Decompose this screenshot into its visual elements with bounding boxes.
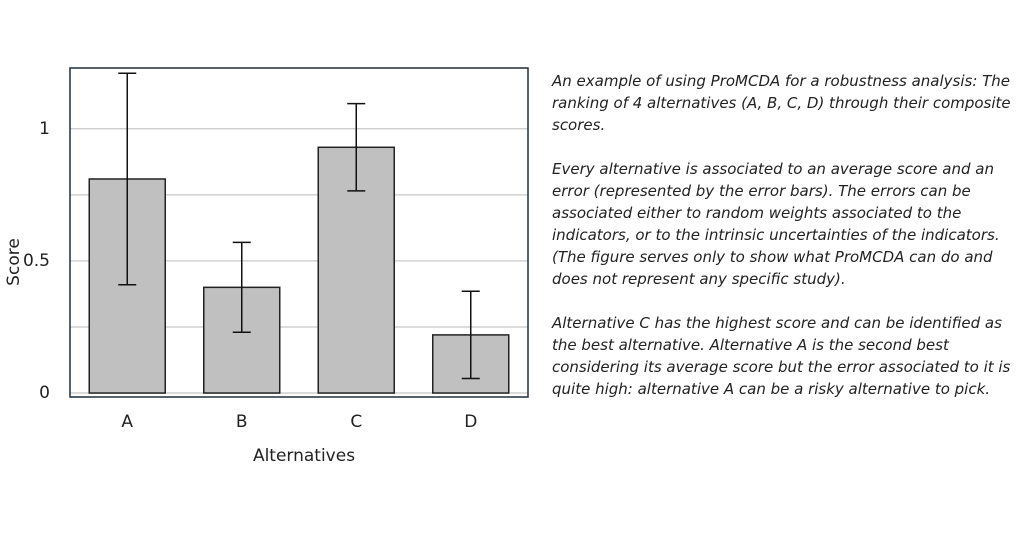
paragraph: An example of using ProMCDA for a robust…: [552, 72, 1011, 134]
y-tick-label: 0: [39, 383, 50, 403]
error-bar: [232, 241, 251, 334]
x-tick-label: D: [464, 412, 477, 432]
chart: Score Alternatives 0 0.5 1 A B C D: [4, 67, 529, 466]
error-bar: [118, 72, 137, 286]
description: An example of using ProMCDA for a robust…: [552, 70, 1022, 422]
x-axis-label: Alternatives: [253, 446, 355, 466]
x-tick-label: C: [350, 412, 362, 432]
y-tick-label: 0.5: [23, 251, 50, 271]
error-bar: [461, 290, 480, 380]
error-bar: [347, 102, 366, 192]
y-tick-label: 1: [39, 119, 50, 139]
paragraph: Alternative C has the highest score and …: [552, 314, 1011, 398]
x-tick-label: B: [236, 412, 248, 432]
x-tick-label: A: [121, 412, 133, 432]
plot-frame: [69, 67, 529, 398]
y-axis-label: Score: [4, 238, 24, 286]
paragraph: Every alternative is associated to an av…: [552, 160, 1000, 288]
